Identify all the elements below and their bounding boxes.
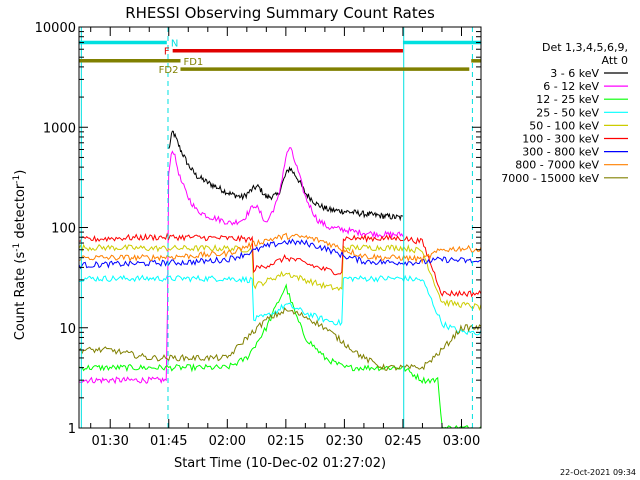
x-tick-label-1: 01:30	[91, 434, 128, 449]
x-axis-label: Start Time (10-Dec-02 01:27:02)	[174, 456, 386, 471]
series-line-2	[78, 147, 404, 385]
legend-label-8: 800 - 7000 keV	[515, 159, 599, 172]
legend-header-2: Att 0	[602, 54, 628, 67]
series-line-7	[78, 238, 482, 270]
band-label-n: N	[171, 39, 178, 50]
x-tick-label-7: 03:00	[443, 434, 480, 449]
x-tick-label-2: 01:45	[150, 434, 187, 449]
chart-title: RHESSI Observing Summary Count Rates	[125, 4, 435, 22]
legend-label-1: 3 - 6 keV	[550, 67, 599, 80]
series-line-5	[78, 243, 482, 312]
series-line-3	[78, 283, 482, 429]
band-label-fd1: FD1	[183, 57, 203, 68]
legend-label-6: 100 - 300 keV	[522, 133, 599, 146]
series-line-9	[78, 307, 482, 371]
x-tick-label-3: 02:00	[209, 434, 246, 449]
y-axis-label-main: Count Rate (s	[13, 252, 28, 341]
series-line-6	[78, 232, 482, 298]
legend-label-7: 300 - 800 keV	[522, 146, 599, 159]
axes: 1 10 100 1000 10000 01:30 01:45 02:00 02:15 02:30…	[35, 21, 482, 449]
legend-label-9: 7000 - 15000 keV	[501, 172, 599, 185]
x-tick-label-5: 02:30	[326, 434, 363, 449]
x-tick-label-6: 02:45	[384, 434, 421, 449]
band-label-f: F	[164, 47, 170, 58]
legend-label-5: 50 - 100 keV	[529, 119, 599, 132]
y-tick-label-2: 10	[59, 322, 76, 337]
legend-label-3: 12 - 25 keV	[536, 93, 599, 106]
y-axis-label-mid: detector	[13, 183, 28, 243]
y-tick-label-4: 1000	[43, 121, 76, 136]
y-axis-label-sup2: -1	[12, 175, 22, 184]
legend-header-1: Det 1,3,4,5,6,9,	[542, 41, 628, 54]
series-line-4	[78, 274, 482, 336]
x-tick-label-4: 02:15	[267, 434, 304, 449]
band-label-fd2: FD2	[159, 65, 179, 76]
y-axis-label: Count Rate (s-1 detector-1)	[12, 170, 28, 341]
y-tick-label-5: 10000	[35, 21, 76, 36]
y-axis-label-sup1: -1	[12, 243, 22, 252]
y-axis-label-end: )	[13, 170, 28, 175]
legend-label-4: 25 - 50 keV	[536, 106, 599, 119]
y-tick-label-3: 100	[51, 222, 76, 237]
y-tick-label-1: 1	[68, 422, 76, 437]
footer-date: 22-Oct-2021 09:34	[560, 468, 636, 477]
series-line-8	[78, 232, 482, 265]
series-line-1	[168, 130, 404, 222]
legend-label-2: 6 - 12 keV	[543, 80, 599, 93]
